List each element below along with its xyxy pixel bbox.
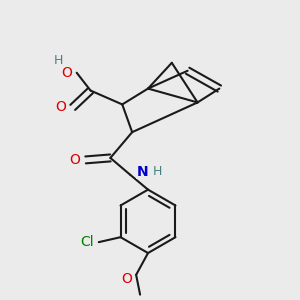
Text: O: O: [61, 66, 72, 80]
Text: O: O: [56, 100, 66, 114]
Text: O: O: [121, 272, 132, 286]
Text: H: H: [153, 165, 163, 178]
Text: O: O: [69, 153, 80, 167]
Text: H: H: [54, 54, 64, 67]
Text: N: N: [136, 165, 148, 179]
Text: Cl: Cl: [80, 235, 94, 249]
